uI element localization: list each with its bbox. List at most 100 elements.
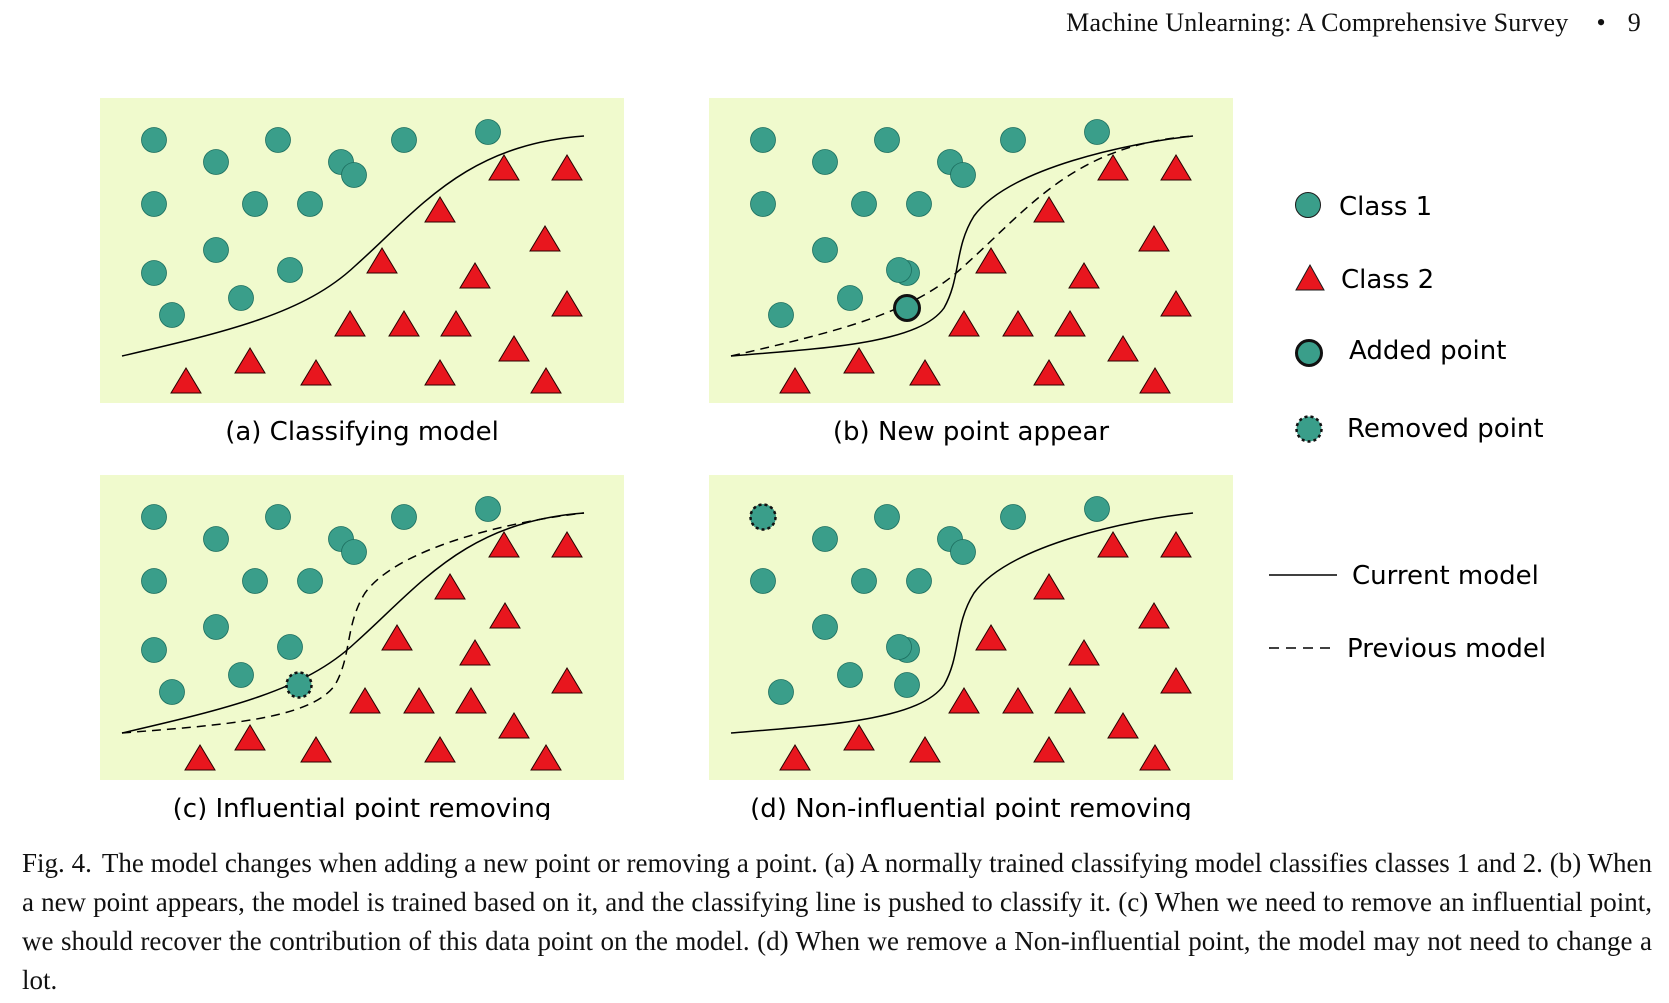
panel-a-class2-point	[530, 367, 562, 394]
legend-class2-label: Class 2	[1341, 265, 1434, 295]
panel-a-class2-point	[488, 154, 520, 181]
panel-c-class2-point	[530, 744, 562, 771]
figure-caption: Fig. 4. The model changes when adding a n…	[22, 844, 1652, 1000]
panel-a-class2-point	[334, 310, 366, 337]
panel-c-class1-point	[228, 662, 254, 688]
panel-b-class1-point	[1084, 119, 1110, 145]
panel-c-class2-point	[434, 573, 466, 600]
page-number: 9	[1627, 8, 1641, 37]
panel-a-class2-point	[440, 310, 472, 337]
panel-c-class1-point	[141, 504, 167, 530]
legend-previous-label: Previous model	[1347, 634, 1546, 664]
panel-b-class1-point	[886, 257, 912, 283]
figure-caption-text: The model changes when adding a new poin…	[22, 848, 1652, 995]
legend-class2-marker	[1295, 263, 1325, 291]
panel-b-class1-point	[750, 191, 776, 217]
panel-c-class2-point	[459, 639, 491, 666]
panel-a-class1-point	[203, 149, 229, 175]
panel-d-class1-point	[768, 679, 794, 705]
legend-removed-label: Removed point	[1347, 414, 1544, 444]
panel-b-class1-point	[950, 162, 976, 188]
panel-d-class2-point	[1138, 602, 1170, 629]
legend: Class 1 Class 2 Added point Removed poin…	[1269, 192, 1546, 664]
panel-b-class2-point	[948, 310, 980, 337]
panel-c-class1-point	[242, 568, 268, 594]
panel-a-class2-point	[551, 154, 583, 181]
panel-a-class2-point	[234, 347, 266, 374]
panel-c-class1-point	[203, 526, 229, 552]
panel-d-class1-point	[906, 568, 932, 594]
panel-c-class2-point	[300, 736, 332, 763]
panel-d-class2-point	[1160, 667, 1192, 694]
panel-b-class1-point	[812, 149, 838, 175]
panel-c-class2-point	[455, 687, 487, 714]
panel-d-class2-point	[1033, 573, 1065, 600]
panel-b-class2-point	[1160, 290, 1192, 317]
panel-a-class1-point	[228, 285, 254, 311]
panel-b-class1-point	[906, 191, 932, 217]
panel-b-class1-point	[874, 127, 900, 153]
panel-c-class1-point	[277, 634, 303, 660]
panel-d-class1-point	[894, 672, 920, 698]
panel-c-class1-point	[141, 637, 167, 663]
panel-b-current-model-line	[730, 135, 1194, 357]
panel-d-class2-point	[779, 744, 811, 771]
panel-b-class1-point	[851, 191, 877, 217]
panel-c-class2-point	[551, 531, 583, 558]
panel-b-previous-model-line	[730, 135, 1194, 357]
panel-d-class2-point	[975, 624, 1007, 651]
panel-b-class2-point	[843, 347, 875, 374]
figure-label: Fig. 4.	[22, 848, 92, 878]
panel-a-class1-point	[391, 127, 417, 153]
panel-d-class2-point	[948, 687, 980, 714]
panel-b-class1-point	[750, 127, 776, 153]
panel-d-class1-point	[837, 662, 863, 688]
panel-a-class1-point	[141, 260, 167, 286]
panel-b-caption: (b) New point appear	[833, 417, 1109, 447]
panel-d-class1-point	[851, 568, 877, 594]
panel-b-class2-point	[779, 367, 811, 394]
panel-d-caption: (d) Non-influential point removing	[750, 794, 1192, 820]
panel-b-class2-point	[1033, 196, 1065, 223]
panel-b-class1-point	[812, 237, 838, 263]
panel-c-class1-point	[475, 496, 501, 522]
panel-a-class2-point	[388, 310, 420, 337]
panel-a-class1-point	[475, 119, 501, 145]
panel-b-class2-point	[975, 247, 1007, 274]
panel-b-class2-point	[1138, 225, 1170, 252]
panel-c-class2-point	[184, 744, 216, 771]
panel-a-class1-point	[297, 191, 323, 217]
panel-b-class2-point	[1097, 154, 1129, 181]
panel-d-class1-point	[812, 526, 838, 552]
panel-a-class2-point	[551, 290, 583, 317]
panel-c-class2-point	[489, 602, 521, 629]
panel-a-class1-point	[141, 191, 167, 217]
panel-a-class1-point	[265, 127, 291, 153]
legend-added-label: Added point	[1349, 336, 1506, 366]
panel-d-removed-point	[749, 503, 777, 531]
panel-d-class1-point	[750, 568, 776, 594]
panel-b-class1-point	[837, 285, 863, 311]
panel-a-class2-point	[498, 335, 530, 362]
header-bullet: •	[1596, 8, 1606, 37]
panel-d-class1-point	[1000, 504, 1026, 530]
panel-b-class2-point	[909, 359, 941, 386]
panel-b-class2-point	[1054, 310, 1086, 337]
panel-c-class1-point	[203, 614, 229, 640]
panel-d: (d) Non-influential point removing	[709, 475, 1233, 820]
panel-a-class2-point	[424, 196, 456, 223]
panel-b-class2-point	[1107, 335, 1139, 362]
panel-c-removed-point	[285, 671, 313, 699]
panel-a-class1-point	[242, 191, 268, 217]
panel-b-class2-point	[1160, 154, 1192, 181]
panel-c-background	[100, 475, 624, 780]
panel-c-class2-point	[551, 667, 583, 694]
panel-b-class1-point	[768, 302, 794, 328]
panel-c-class1-point	[141, 568, 167, 594]
panel-c-class1-point	[159, 679, 185, 705]
panel-d-class1-point	[1084, 496, 1110, 522]
running-title: Machine Unlearning: A Comprehensive Surv…	[1066, 8, 1569, 37]
legend-class1-marker	[1295, 192, 1321, 218]
panel-a-class1-point	[277, 257, 303, 283]
panel-a-class1-point	[141, 127, 167, 153]
